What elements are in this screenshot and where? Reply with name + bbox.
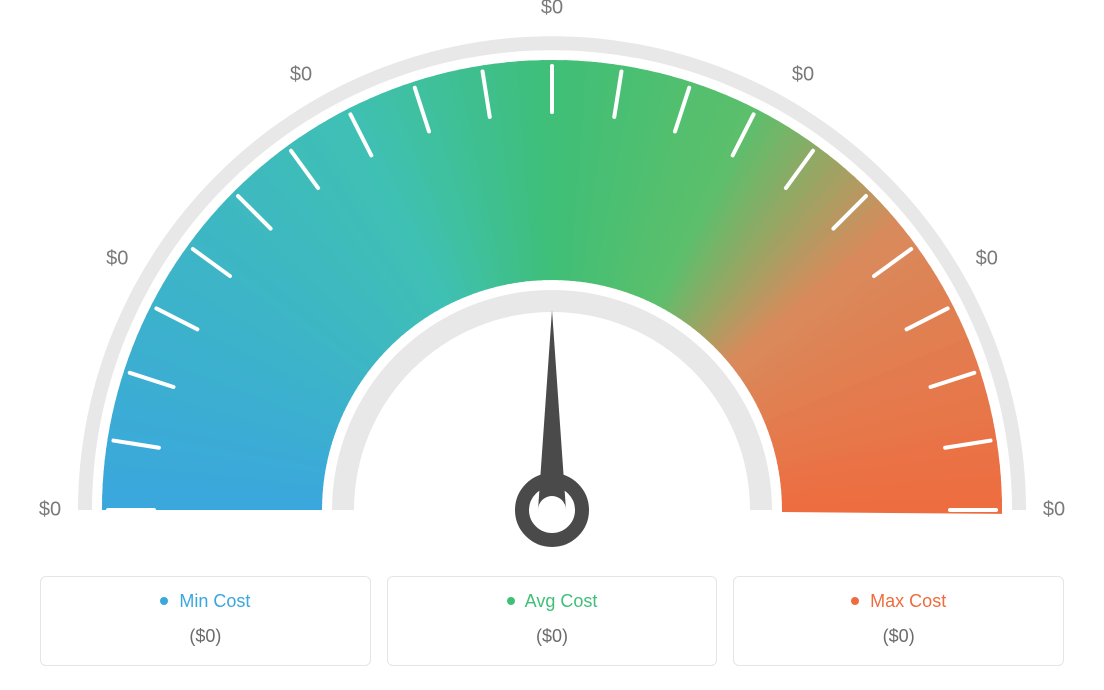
gauge-chart: $0 $0 $0 $0 $0 $0 $0 — [0, 0, 1104, 560]
legend-label-avg: Avg Cost — [388, 591, 717, 612]
svg-text:$0: $0 — [1043, 498, 1065, 520]
svg-text:$0: $0 — [290, 64, 312, 86]
legend-card-min: Min Cost ($0) — [40, 576, 371, 666]
legend-value-max: ($0) — [734, 626, 1063, 647]
dot-icon — [160, 597, 168, 605]
legend-label-min: Min Cost — [41, 591, 370, 612]
svg-text:$0: $0 — [106, 247, 128, 269]
legend-card-max: Max Cost ($0) — [733, 576, 1064, 666]
legend-card-avg: Avg Cost ($0) — [387, 576, 718, 666]
legend-label-text: Max Cost — [870, 591, 946, 611]
svg-text:$0: $0 — [792, 64, 814, 86]
svg-text:$0: $0 — [976, 247, 998, 269]
legend-label-text: Avg Cost — [525, 591, 598, 611]
dot-icon — [851, 597, 859, 605]
dot-icon — [507, 597, 515, 605]
legend-label-text: Min Cost — [179, 591, 250, 611]
legend-value-avg: ($0) — [388, 626, 717, 647]
cost-gauge-widget: $0 $0 $0 $0 $0 $0 $0 Min Cost ($0) Avg Cost ($… — [0, 0, 1104, 690]
svg-text:$0: $0 — [39, 498, 61, 520]
legend-label-max: Max Cost — [734, 591, 1063, 612]
svg-text:$0: $0 — [541, 0, 563, 18]
legend-value-min: ($0) — [41, 626, 370, 647]
legend-row: Min Cost ($0) Avg Cost ($0) Max Cost ($0… — [40, 576, 1064, 666]
